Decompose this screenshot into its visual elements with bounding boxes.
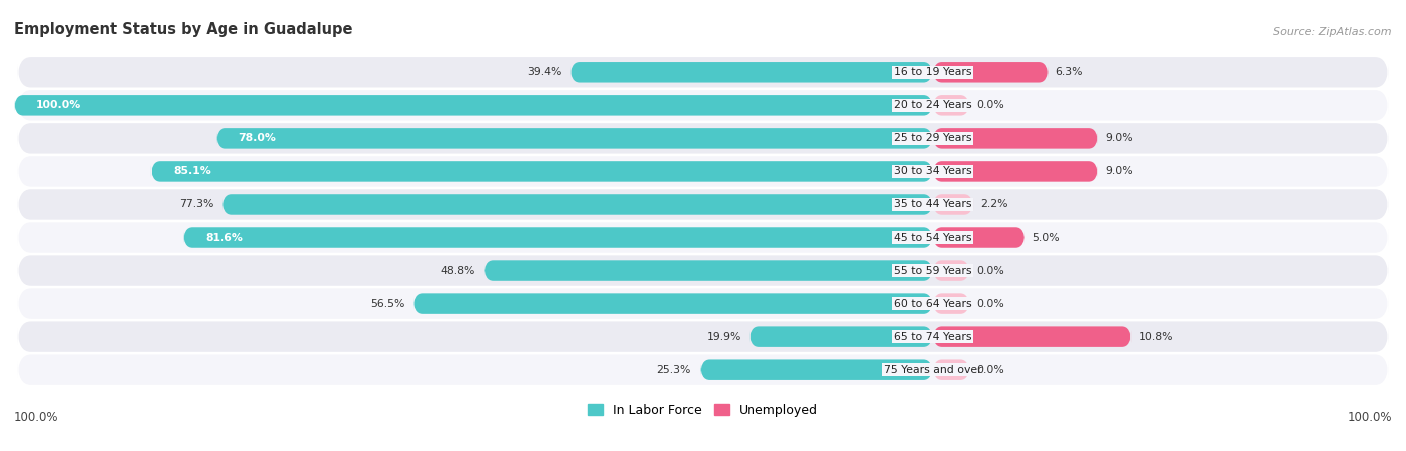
FancyBboxPatch shape [18, 354, 1388, 385]
Text: 2.2%: 2.2% [980, 199, 1008, 209]
FancyBboxPatch shape [222, 194, 932, 215]
Text: 9.0%: 9.0% [1105, 133, 1133, 143]
FancyBboxPatch shape [932, 327, 1130, 347]
Text: 78.0%: 78.0% [238, 133, 276, 143]
FancyBboxPatch shape [485, 260, 932, 281]
Text: 100.0%: 100.0% [14, 411, 59, 424]
Text: 6.3%: 6.3% [1056, 67, 1083, 77]
Text: 30 to 34 Years: 30 to 34 Years [894, 166, 972, 176]
Text: 100.0%: 100.0% [37, 100, 82, 110]
FancyBboxPatch shape [18, 57, 1388, 87]
Text: 85.1%: 85.1% [173, 166, 211, 176]
Legend: In Labor Force, Unemployed: In Labor Force, Unemployed [583, 399, 823, 422]
Text: 19.9%: 19.9% [706, 331, 741, 342]
Text: 55 to 59 Years: 55 to 59 Years [894, 266, 972, 276]
Text: 0.0%: 0.0% [977, 266, 1004, 276]
Text: 0.0%: 0.0% [977, 365, 1004, 375]
Text: 45 to 54 Years: 45 to 54 Years [894, 233, 972, 243]
Text: Source: ZipAtlas.com: Source: ZipAtlas.com [1274, 28, 1392, 37]
FancyBboxPatch shape [932, 293, 969, 314]
Text: 20 to 24 Years: 20 to 24 Years [894, 100, 972, 110]
FancyBboxPatch shape [18, 288, 1388, 319]
Text: 56.5%: 56.5% [370, 299, 405, 308]
FancyBboxPatch shape [18, 255, 1388, 286]
FancyBboxPatch shape [571, 62, 932, 83]
Text: 25.3%: 25.3% [657, 365, 692, 375]
FancyBboxPatch shape [217, 128, 932, 149]
Text: 48.8%: 48.8% [441, 266, 475, 276]
FancyBboxPatch shape [150, 161, 932, 182]
FancyBboxPatch shape [932, 128, 1098, 149]
Text: 100.0%: 100.0% [1347, 411, 1392, 424]
FancyBboxPatch shape [14, 95, 932, 115]
Text: 35 to 44 Years: 35 to 44 Years [894, 199, 972, 209]
Text: 16 to 19 Years: 16 to 19 Years [894, 67, 972, 77]
FancyBboxPatch shape [932, 194, 973, 215]
FancyBboxPatch shape [18, 90, 1388, 120]
FancyBboxPatch shape [932, 161, 1098, 182]
FancyBboxPatch shape [700, 359, 932, 380]
Text: Employment Status by Age in Guadalupe: Employment Status by Age in Guadalupe [14, 23, 353, 37]
Text: 65 to 74 Years: 65 to 74 Years [894, 331, 972, 342]
Text: 77.3%: 77.3% [179, 199, 214, 209]
FancyBboxPatch shape [18, 222, 1388, 253]
Text: 60 to 64 Years: 60 to 64 Years [894, 299, 972, 308]
Text: 25 to 29 Years: 25 to 29 Years [894, 133, 972, 143]
FancyBboxPatch shape [413, 293, 932, 314]
Text: 10.8%: 10.8% [1139, 331, 1173, 342]
FancyBboxPatch shape [932, 227, 1025, 248]
Text: 39.4%: 39.4% [527, 67, 561, 77]
FancyBboxPatch shape [932, 260, 969, 281]
FancyBboxPatch shape [18, 322, 1388, 352]
Text: 0.0%: 0.0% [977, 299, 1004, 308]
FancyBboxPatch shape [932, 95, 969, 115]
FancyBboxPatch shape [183, 227, 932, 248]
Text: 0.0%: 0.0% [977, 100, 1004, 110]
FancyBboxPatch shape [749, 327, 932, 347]
Text: 5.0%: 5.0% [1032, 233, 1060, 243]
Text: 9.0%: 9.0% [1105, 166, 1133, 176]
FancyBboxPatch shape [932, 359, 969, 380]
FancyBboxPatch shape [932, 62, 1049, 83]
FancyBboxPatch shape [18, 156, 1388, 187]
Text: 81.6%: 81.6% [205, 233, 243, 243]
FancyBboxPatch shape [18, 189, 1388, 220]
Text: 75 Years and over: 75 Years and over [884, 365, 981, 375]
FancyBboxPatch shape [18, 123, 1388, 154]
